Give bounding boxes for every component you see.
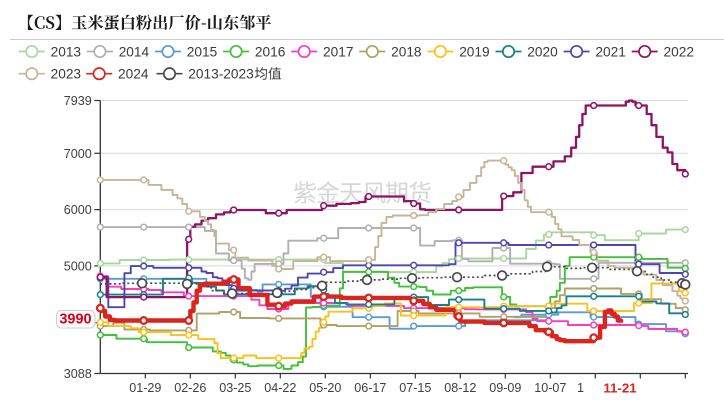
svg-text:2013-2023: 2013-2023 <box>188 67 254 82</box>
svg-text:11-21: 11-21 <box>603 380 637 395</box>
svg-text:7000: 7000 <box>64 147 92 161</box>
svg-text:2021: 2021 <box>595 44 625 59</box>
svg-text:2018: 2018 <box>391 44 422 59</box>
svg-text:5000: 5000 <box>64 259 92 273</box>
svg-text:05-20: 05-20 <box>309 381 341 395</box>
svg-text:01-29: 01-29 <box>129 381 161 395</box>
svg-text:04-22: 04-22 <box>264 381 296 395</box>
svg-text:2014: 2014 <box>119 44 150 59</box>
svg-text:06-17: 06-17 <box>354 381 386 395</box>
svg-text:2024: 2024 <box>118 67 149 82</box>
svg-text:2015: 2015 <box>187 44 218 59</box>
svg-text:7939: 7939 <box>64 94 92 108</box>
svg-text:2020: 2020 <box>527 44 558 59</box>
svg-text:6000: 6000 <box>64 203 92 217</box>
svg-text:08-12: 08-12 <box>444 381 476 395</box>
svg-text:2023: 2023 <box>51 67 82 82</box>
svg-text:09-09: 09-09 <box>489 381 521 395</box>
svg-text:10-07: 10-07 <box>534 381 566 395</box>
svg-text:2013: 2013 <box>51 44 82 59</box>
svg-text:07-15: 07-15 <box>399 381 431 395</box>
svg-text:2016: 2016 <box>255 44 286 59</box>
svg-text:03-25: 03-25 <box>219 381 251 395</box>
svg-text:2019: 2019 <box>459 44 489 59</box>
svg-text:3990: 3990 <box>59 312 91 328</box>
svg-text:2022: 2022 <box>664 44 694 59</box>
svg-text:2017: 2017 <box>323 44 353 59</box>
svg-text:02-26: 02-26 <box>174 381 206 395</box>
svg-text:3088: 3088 <box>64 367 92 381</box>
svg-text:1: 1 <box>577 381 584 395</box>
